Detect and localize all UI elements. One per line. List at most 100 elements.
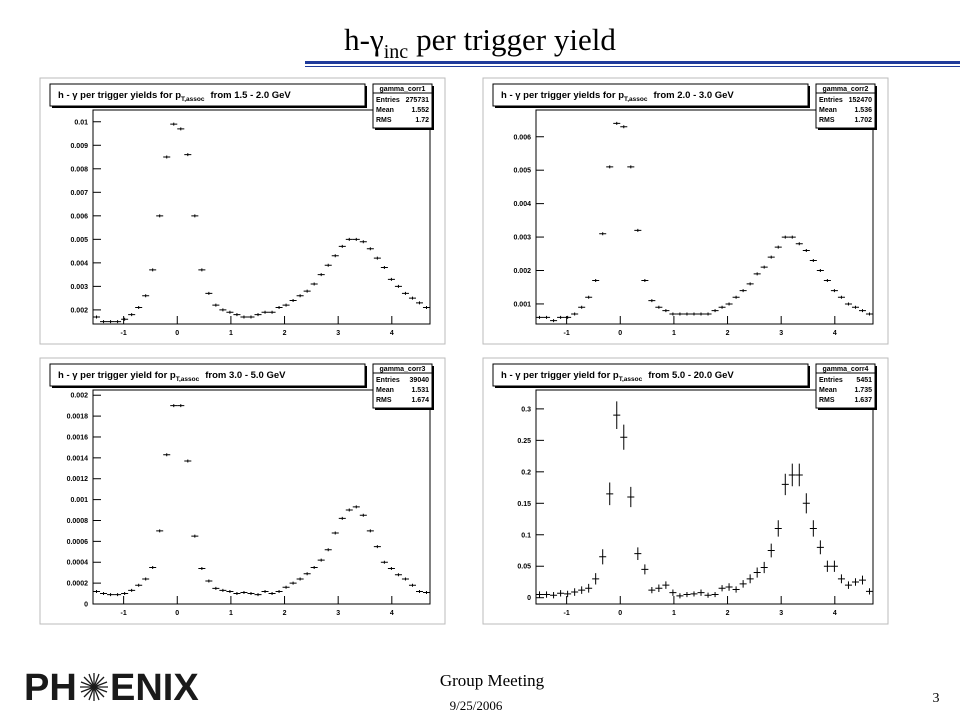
- bin: [205, 579, 213, 583]
- bin: [564, 315, 572, 319]
- x-tick-label: -1: [564, 330, 570, 337]
- title-text: h - γ per trigger yields for p: [501, 90, 624, 101]
- bin: [107, 593, 115, 597]
- bin: [634, 547, 642, 560]
- x-tick-label: -1: [564, 610, 570, 617]
- bin: [401, 291, 409, 295]
- y-tick-label: 0.15: [517, 501, 531, 508]
- y-tick-label: 0.006: [513, 134, 531, 141]
- bin: [753, 567, 761, 578]
- bin: [121, 592, 129, 596]
- bin: [781, 473, 789, 496]
- bin: [135, 306, 143, 310]
- y-tick-label: 0.2: [521, 469, 531, 476]
- bin: [543, 591, 551, 598]
- bin: [578, 305, 586, 309]
- bin: [233, 592, 241, 596]
- bin: [359, 240, 367, 244]
- bin: [676, 593, 684, 599]
- stats-label: RMS: [376, 117, 392, 124]
- bin: [163, 155, 171, 159]
- y-tick-label: 0.0004: [67, 560, 89, 567]
- bin: [114, 593, 122, 597]
- bin: [422, 591, 430, 595]
- bin: [212, 303, 220, 307]
- stats-value: 1.531: [411, 387, 429, 394]
- bin: [746, 282, 754, 286]
- x-tick-label: -1: [121, 330, 127, 337]
- x-tick-label: 1: [672, 610, 676, 617]
- bin: [114, 320, 122, 324]
- bin: [774, 520, 782, 537]
- bin: [394, 573, 402, 577]
- bin: [788, 463, 796, 487]
- stats-value: 39040: [410, 377, 430, 384]
- bin: [100, 320, 108, 324]
- bin: [191, 214, 199, 218]
- x-tick-label: 1: [672, 330, 676, 337]
- bin: [408, 583, 417, 587]
- y-tick-label: 0: [84, 602, 88, 609]
- x-tick-label: 0: [175, 610, 179, 617]
- bin: [170, 404, 178, 408]
- x-tick-label: 3: [779, 330, 783, 337]
- bin: [704, 592, 712, 598]
- bin: [578, 586, 586, 594]
- bin: [536, 591, 544, 598]
- logo-right: ENIX: [110, 667, 199, 709]
- title-sub: T,assoc: [624, 96, 648, 103]
- bin: [93, 315, 101, 319]
- y-tick-label: 0.0008: [67, 518, 89, 525]
- stats-value: 1.552: [411, 107, 429, 114]
- bin: [317, 273, 325, 277]
- plot-frame: [535, 389, 874, 605]
- stats-value: 152470: [849, 97, 872, 104]
- plot-frame: [535, 109, 874, 325]
- bin: [704, 312, 712, 316]
- bin: [536, 315, 544, 319]
- chart-panel: 0.002 0.003 0.004 0.005 0.006 0.007 0.008 0.009…: [39, 77, 446, 345]
- bin: [648, 299, 656, 303]
- bin: [571, 588, 579, 596]
- y-tick-label: 0.1: [521, 532, 531, 539]
- bin: [345, 237, 353, 241]
- stats-label: RMS: [819, 117, 835, 124]
- bin: [394, 284, 402, 288]
- stats-box: [372, 83, 433, 129]
- bin: [338, 244, 346, 248]
- bin: [592, 573, 600, 585]
- bin: [387, 567, 395, 571]
- logo-left: PH: [24, 667, 77, 709]
- stats-label: RMS: [376, 397, 392, 404]
- title-rule: [305, 61, 960, 64]
- bin: [550, 592, 558, 599]
- bin: [844, 581, 852, 589]
- bin: [142, 577, 150, 581]
- y-tick-label: 0.01: [74, 119, 88, 126]
- bin: [135, 583, 143, 587]
- bin: [254, 313, 262, 317]
- bin: [865, 312, 873, 316]
- bin: [690, 591, 698, 597]
- bin: [205, 291, 213, 295]
- bin: [275, 589, 283, 593]
- title-box: [49, 83, 366, 107]
- bin: [184, 153, 192, 157]
- bin: [823, 560, 831, 572]
- stats-label: Entries: [376, 377, 400, 384]
- bin: [268, 592, 276, 596]
- title-text: h - γ per trigger yield for p: [501, 370, 619, 381]
- stats-value: 275731: [406, 97, 429, 104]
- bin: [662, 309, 670, 313]
- x-tick-label: 2: [283, 610, 287, 617]
- bin: [416, 301, 423, 305]
- bin: [634, 228, 642, 232]
- y-tick-label: 0.004: [70, 260, 88, 267]
- bin: [641, 564, 649, 575]
- bin: [585, 583, 593, 593]
- bin: [613, 401, 621, 430]
- bin: [198, 268, 206, 272]
- bin: [739, 580, 747, 588]
- title-end: from 5.0 - 20.0 GeV: [648, 370, 734, 381]
- bin: [352, 237, 360, 241]
